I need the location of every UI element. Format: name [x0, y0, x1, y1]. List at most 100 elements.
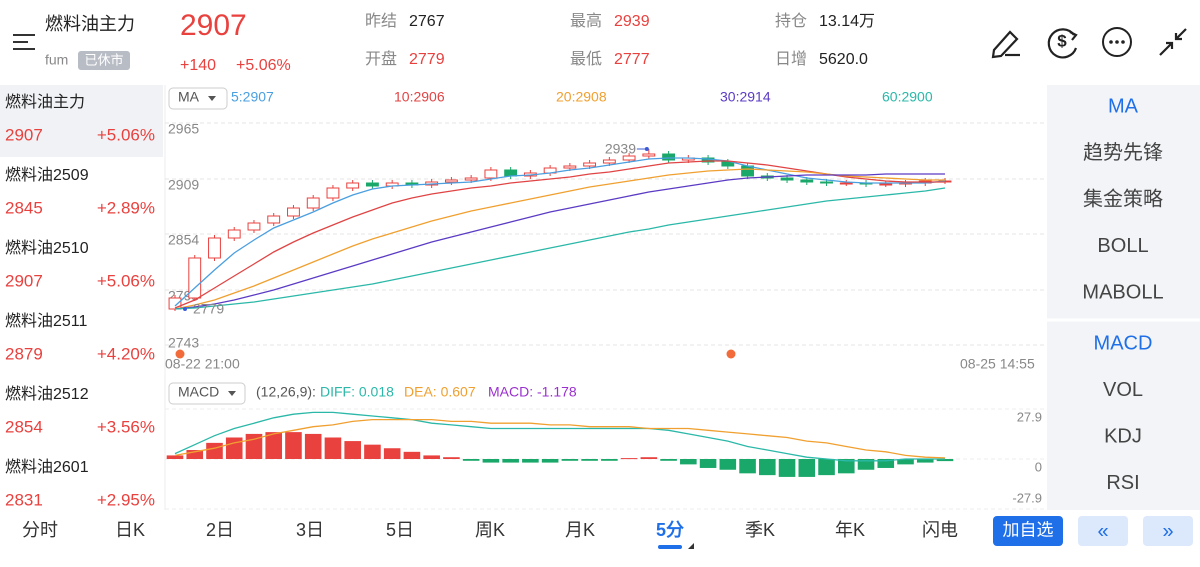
- indicator-option: 集金策略: [1083, 187, 1163, 210]
- period-tab[interactable]: 3日: [296, 520, 324, 540]
- indicator-option: KDJ: [1104, 425, 1142, 447]
- macd-bar: [857, 459, 875, 470]
- menu-icon[interactable]: [13, 34, 35, 50]
- period-tab[interactable]: 2日: [206, 520, 234, 540]
- period-tab[interactable]: 分时: [22, 520, 58, 540]
- macd-bar: [660, 459, 677, 461]
- add-button-label[interactable]: 加自选: [1003, 520, 1054, 539]
- stat-value: 2777: [614, 51, 650, 68]
- macd-bar: [699, 459, 717, 468]
- legend-entry: 30:2914: [720, 89, 771, 105]
- macd-bar: [383, 448, 401, 459]
- price-change-pct: +5.06%: [236, 57, 291, 74]
- macd-selector[interactable]: [168, 382, 246, 405]
- collapse-icon[interactable]: [1159, 28, 1187, 56]
- candle-body: [800, 179, 814, 183]
- stat-label: 日增: [775, 50, 807, 68]
- more-icon[interactable]: [1102, 27, 1132, 57]
- indicator-option: RSI: [1106, 472, 1139, 494]
- next-button[interactable]: [1143, 516, 1193, 546]
- time-label: 08-25 14:55: [960, 356, 1035, 372]
- event-dot[interactable]: [726, 349, 736, 359]
- macd-line: [174, 411, 945, 462]
- indicator-name: MA: [178, 89, 200, 105]
- macd-bar: [522, 459, 539, 463]
- macd-bar: [541, 459, 559, 463]
- legend-entry: MACD: -1.178: [488, 384, 577, 400]
- time-label: 08-22 21:00: [165, 356, 240, 372]
- currency-icon[interactable]: $: [1047, 28, 1078, 59]
- candle-body: [346, 182, 360, 189]
- period-tab[interactable]: 季K: [745, 520, 775, 540]
- sidebar-selected: [0, 85, 163, 157]
- stat-value: 2767: [409, 13, 445, 30]
- svg-text:$: $: [1057, 31, 1067, 50]
- macd-bar: [680, 459, 697, 465]
- period-tab[interactable]: 周K: [475, 520, 505, 540]
- quote-name: 燃料油2601: [5, 458, 89, 476]
- event-dot[interactable]: [175, 349, 185, 359]
- period-tab[interactable]: 5分: [656, 520, 684, 540]
- quote-change: +5.06%: [97, 271, 155, 290]
- candle-body: [839, 182, 853, 185]
- last-price: 2907: [180, 9, 247, 42]
- macd-params: (12,26,9):: [256, 384, 316, 400]
- candle-body: [563, 165, 577, 169]
- legend-entry: DIFF: 0.018: [320, 384, 394, 400]
- macd-bar: [877, 459, 895, 468]
- period-tab[interactable]: 月K: [565, 520, 595, 540]
- y-tick-label: 2965: [168, 121, 199, 137]
- quote-change: +3.56%: [97, 417, 155, 436]
- period-tab[interactable]: 年K: [835, 520, 865, 540]
- legend-entry: 5:2907: [231, 89, 274, 105]
- macd-bar: [719, 459, 737, 470]
- stat-label: 最高: [570, 12, 602, 30]
- candle-body: [464, 177, 478, 181]
- quote-change: +4.20%: [97, 344, 155, 363]
- ma-line: [174, 173, 945, 310]
- macd-bar: [640, 457, 658, 459]
- stat-value: 2779: [409, 51, 445, 68]
- legend-entry: 60:2900: [882, 89, 933, 105]
- edit-icon[interactable]: [991, 30, 1020, 59]
- y-tick-label: 2854: [168, 232, 199, 248]
- next-icon: »: [1162, 520, 1173, 542]
- macd-bar: [304, 433, 322, 459]
- macd-bar: [482, 459, 500, 463]
- quote-price: 2854: [5, 417, 43, 436]
- stat-label: 开盘: [365, 49, 397, 68]
- indicator-option: 趋势先锋: [1083, 141, 1163, 164]
- max-dot: [644, 147, 649, 151]
- quote-price: 2831: [5, 490, 43, 509]
- max-annotation: 2939: [605, 141, 636, 157]
- macd-bar: [561, 459, 579, 461]
- macd-bar: [798, 459, 816, 477]
- y-tick-label: 27.9: [1017, 409, 1042, 424]
- prev-button[interactable]: [1078, 516, 1128, 546]
- macd-bar: [462, 459, 480, 461]
- y-tick-label: 0: [1035, 459, 1042, 474]
- y-tick-label: -27.9: [1012, 490, 1042, 505]
- candle-body: [287, 207, 300, 217]
- macd-bar: [502, 459, 519, 463]
- candle-body: [780, 177, 794, 181]
- macd-bar: [581, 459, 598, 461]
- indicator-name: MACD: [178, 384, 219, 400]
- legend-entry: 10:2906: [394, 89, 445, 105]
- macd-bar: [936, 459, 954, 462]
- add-button-bg[interactable]: [993, 516, 1063, 546]
- legend-entry: DEA: 0.607: [404, 384, 476, 400]
- ma-selector[interactable]: [168, 87, 228, 110]
- period-tab[interactable]: 闪电: [922, 520, 958, 540]
- period-tab[interactable]: 5日: [386, 520, 414, 540]
- macd-bar: [403, 451, 421, 459]
- period-tab[interactable]: 日K: [115, 520, 145, 540]
- candle-body: [227, 229, 241, 239]
- quote-price: 2879: [5, 344, 43, 363]
- y-tick-label: 2743: [168, 335, 199, 351]
- candle-body: [820, 181, 833, 184]
- tab-caret: [688, 543, 694, 549]
- candle-body: [267, 215, 281, 224]
- macd-bar: [423, 455, 440, 459]
- quote-name: 燃料油主力: [5, 93, 85, 111]
